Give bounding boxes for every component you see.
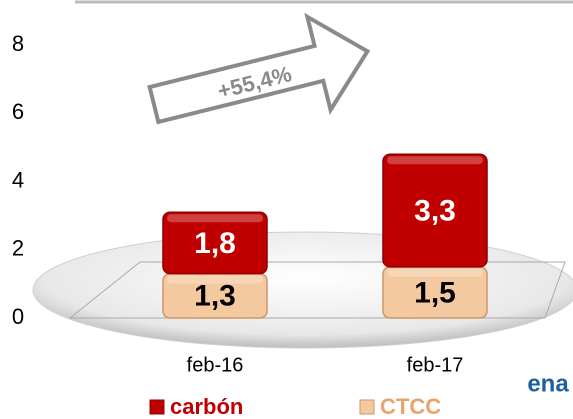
value-label: 1,5	[414, 276, 456, 309]
y-tick-label: 0	[12, 304, 24, 329]
legend-label: carbón	[170, 394, 243, 419]
legend-label: CTCC	[380, 394, 441, 419]
bar	[162, 211, 268, 275]
x-tick-label: feb-16	[187, 354, 244, 376]
y-tick-label: 8	[12, 31, 24, 56]
y-tick-label: 4	[12, 167, 24, 192]
y-tick-label: 2	[12, 236, 24, 261]
bar-top	[387, 156, 483, 165]
bar	[382, 153, 488, 268]
arrow	[147, 12, 371, 125]
bar-top	[167, 275, 263, 284]
legend-swatch	[149, 399, 165, 415]
x-tick-label: feb-17	[407, 354, 464, 376]
value-label: 1,3	[194, 280, 236, 313]
legend-swatch	[359, 399, 375, 415]
value-label: 3,3	[414, 194, 456, 227]
value-label: 1,8	[194, 227, 236, 260]
logo: ena	[527, 370, 569, 397]
bar-top	[167, 214, 263, 223]
platform	[32, 231, 573, 349]
bar-top	[387, 268, 483, 277]
y-tick-label: 6	[12, 99, 24, 124]
